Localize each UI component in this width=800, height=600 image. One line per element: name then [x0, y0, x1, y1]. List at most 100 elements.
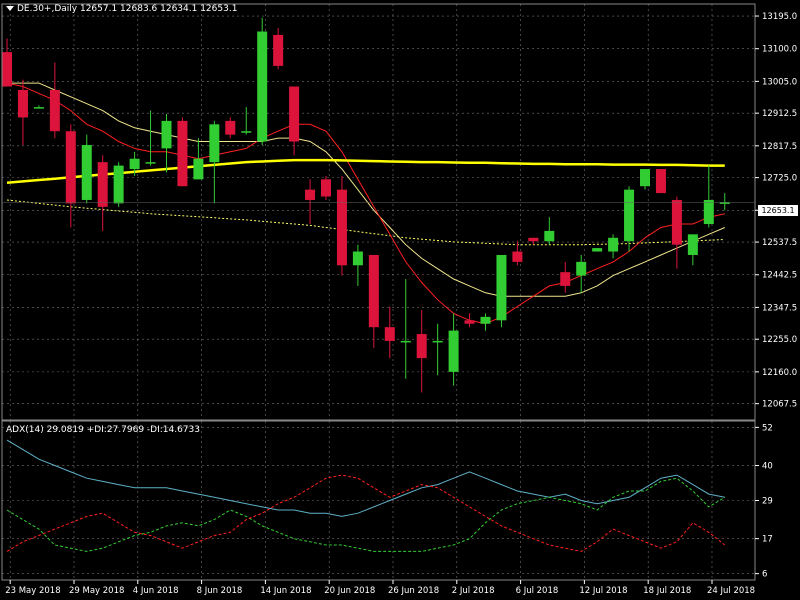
candle-body [560, 272, 571, 286]
candle [193, 138, 204, 180]
y-tick-label: 6 [762, 570, 767, 580]
candle [400, 279, 411, 379]
x-tick-label: 20 Jun 2018 [324, 586, 375, 596]
candle [528, 237, 539, 245]
candle [608, 234, 619, 259]
ma-mid-line [7, 82, 725, 297]
candle [177, 117, 188, 187]
candle [129, 151, 140, 176]
candle [496, 254, 507, 328]
candle-body [305, 189, 316, 200]
x-tick-label: 24 Jul 2018 [707, 586, 755, 596]
candle [209, 120, 220, 204]
y-tick-label: 13100.0 [762, 45, 797, 55]
y-tick-label: 12817.5 [762, 142, 797, 152]
candle-body [512, 251, 523, 262]
candle [33, 105, 44, 109]
candle [17, 79, 28, 145]
candle [2, 38, 12, 87]
y-tick-label: 12255.0 [762, 335, 797, 345]
candle [97, 155, 108, 231]
candle [655, 169, 666, 194]
candle [671, 196, 682, 269]
candle-body [336, 189, 347, 266]
moving-averages [6, 82, 725, 325]
candle-body [608, 237, 619, 252]
y-tick-label: 13195.0 [762, 12, 797, 22]
candle-body [544, 230, 555, 242]
candle-body [400, 340, 411, 343]
candle [289, 86, 300, 156]
candle-body [2, 52, 12, 87]
ma-fast-line [6, 82, 725, 325]
candle [336, 175, 347, 276]
candle [512, 241, 523, 266]
symbol-ohlc-label: DE.30+,Daily 12657.1 12683.6 12634.1 126… [17, 4, 238, 14]
candle-body [81, 144, 92, 200]
x-tick-label: 12 Jul 2018 [579, 586, 627, 596]
candle-body [33, 107, 44, 109]
x-tick-label: 14 Jun 2018 [260, 586, 311, 596]
x-tick-label: 4 Jun 2018 [133, 586, 179, 596]
price-grid [2, 4, 755, 420]
candle [464, 313, 475, 328]
candle-body [161, 120, 172, 149]
candle [576, 254, 587, 293]
y-tick-label: 12912.5 [762, 109, 797, 119]
candle-body [273, 34, 284, 66]
candle-body [384, 327, 395, 341]
candle [544, 217, 555, 245]
y-tick-label: 12347.5 [762, 303, 797, 313]
candle [273, 28, 284, 70]
candle-body [592, 248, 603, 252]
candle-body [368, 254, 379, 328]
y-tick-label: 29 [762, 497, 773, 507]
candle-body [352, 251, 363, 266]
candle [480, 313, 491, 331]
candle-body [225, 120, 236, 135]
ma-dotted-line [6, 199, 725, 246]
candle-body [321, 179, 331, 197]
candle-body [289, 86, 300, 142]
candle-body [655, 169, 666, 194]
y-tick-label: 12725.0 [762, 174, 797, 184]
candle-body [719, 202, 730, 204]
dropdown-triangle-icon[interactable] [6, 6, 14, 11]
y-tick-label: 17 [762, 535, 773, 545]
candle [305, 179, 316, 225]
indicator-title: ADX(14) 29.0819 +DI:27.7969 -DI:14.6733 [6, 425, 200, 435]
series-line-di [6, 474, 726, 552]
candle-body [257, 31, 268, 142]
candle [49, 62, 60, 139]
candle [257, 17, 268, 145]
y-tick-label: 12442.5 [762, 271, 797, 281]
candle-body [416, 334, 427, 359]
series-line-di [6, 477, 726, 552]
candle-body [145, 162, 156, 164]
candle-body [193, 158, 204, 180]
current-price-label: 12653.1 [758, 205, 798, 216]
y-tick-label: 40 [762, 462, 773, 472]
candle-body [49, 89, 60, 132]
y-tick-label: 12067.5 [762, 400, 797, 410]
candle-body [97, 162, 108, 207]
candle [448, 313, 459, 386]
candle-body [448, 330, 459, 372]
candle [145, 110, 156, 166]
y-tick-label: 52 [762, 423, 773, 433]
candle [687, 234, 698, 266]
candle-body [464, 320, 475, 324]
candle [368, 254, 379, 348]
price-panel-frame [1, 3, 756, 421]
y-tick-label: 12160.0 [762, 368, 797, 378]
candles [2, 17, 730, 393]
series-line-adx [6, 439, 725, 517]
candle-body [177, 120, 188, 187]
x-tick-label: 29 May 2018 [69, 586, 124, 596]
candle [640, 169, 650, 190]
x-tick-label: 23 May 2018 [5, 586, 60, 596]
candle-body [640, 169, 650, 187]
candle-body [671, 199, 682, 245]
chart-title: DE.30+,Daily 12657.1 12683.6 12634.1 126… [6, 4, 237, 14]
candle-body [241, 131, 252, 133]
